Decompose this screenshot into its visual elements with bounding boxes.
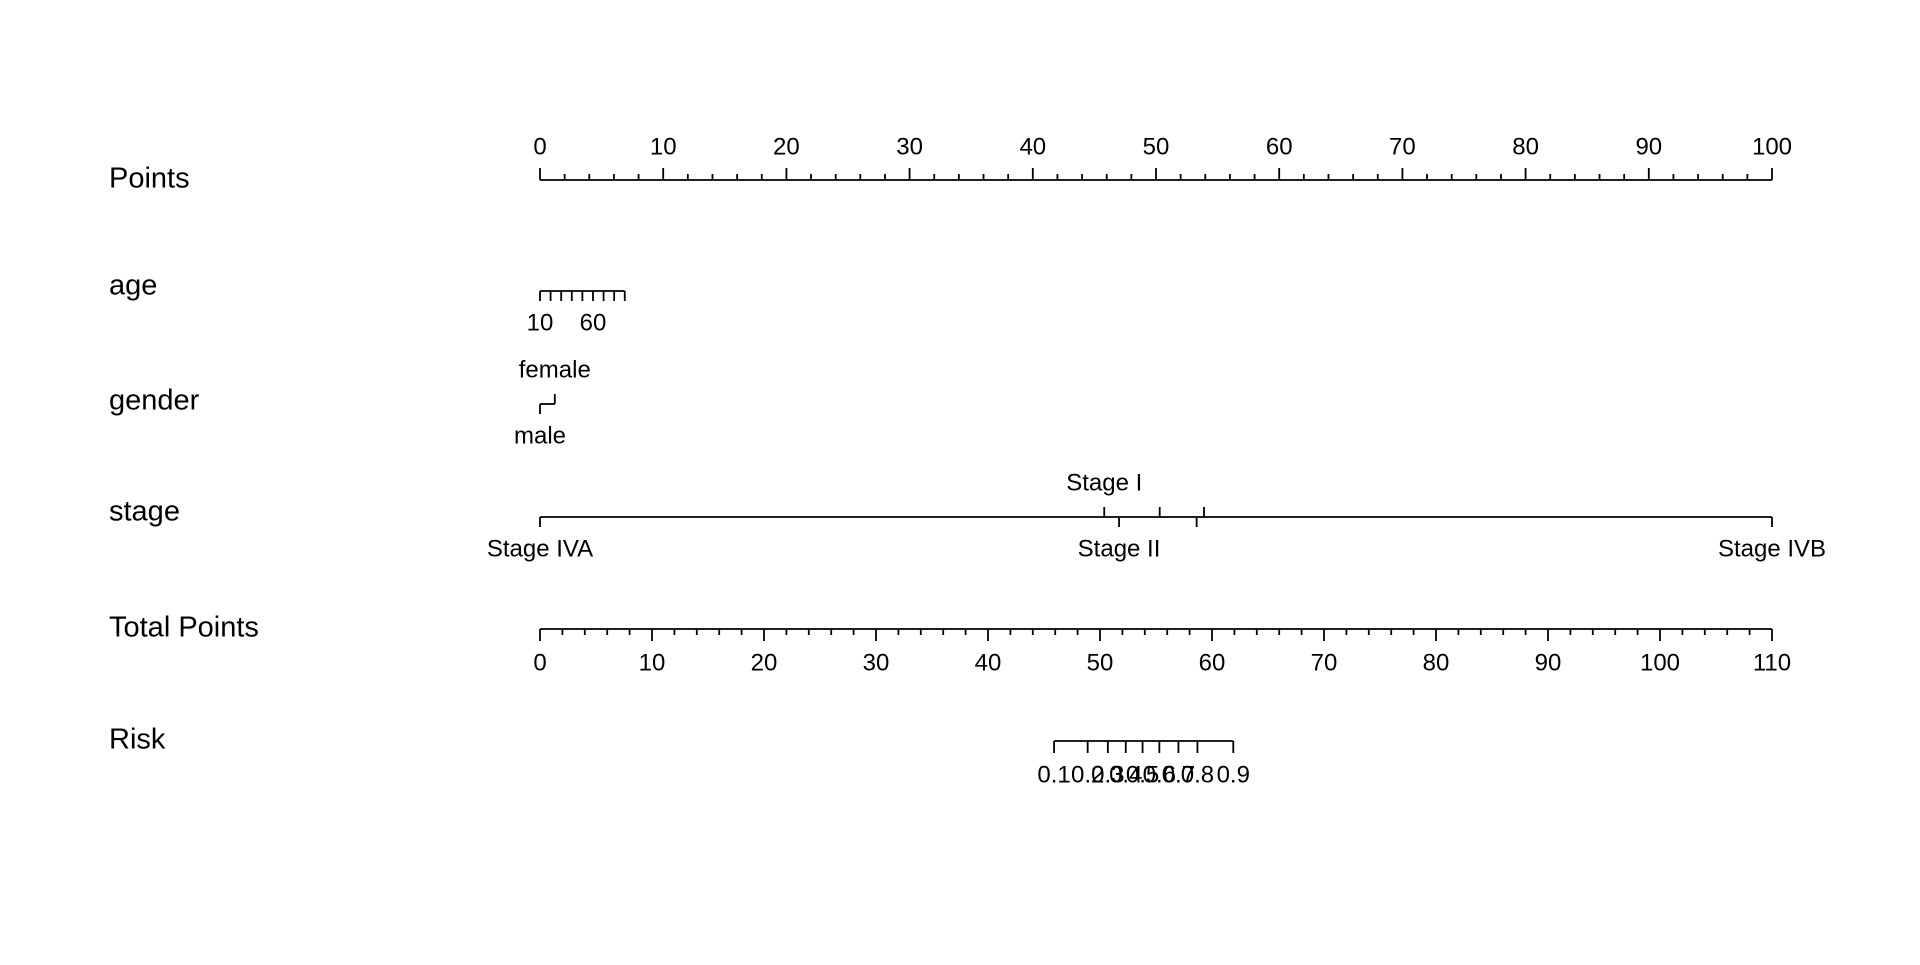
tick-label: 70 [1311, 649, 1338, 676]
tick-label: 100 [1752, 133, 1792, 160]
tick-label: 80 [1423, 649, 1450, 676]
tick-label: 30 [896, 133, 923, 160]
level-label: Stage I [1066, 469, 1142, 496]
row-label: Total Points [109, 612, 259, 644]
tick-label: 0.8 [1181, 761, 1214, 788]
tick-label: 90 [1535, 649, 1562, 676]
tick-label: 60 [1266, 133, 1293, 160]
level-label: male [514, 422, 566, 449]
row-label: age [109, 270, 157, 302]
tick-label: 90 [1635, 133, 1662, 160]
tick-label: 0.6 [1143, 761, 1176, 788]
row-label: Risk [109, 724, 166, 756]
tick-label: 0.2 [1071, 761, 1104, 788]
level-label: 60 [580, 309, 607, 336]
tick-label: 70 [1389, 133, 1416, 160]
tick-label: 40 [975, 649, 1002, 676]
level-label: Stage IVA [487, 535, 593, 562]
level-label: female [519, 356, 591, 383]
level-label: Stage IVB [1718, 535, 1826, 562]
row-label: gender [109, 385, 200, 417]
tick-label: 0.5 [1126, 761, 1159, 788]
tick-label: 10 [650, 133, 677, 160]
tick-label: 10 [639, 649, 666, 676]
tick-label: 0.9 [1217, 761, 1250, 788]
tick-label: 50 [1087, 649, 1114, 676]
tick-label: 50 [1143, 133, 1170, 160]
tick-label: 100 [1640, 649, 1680, 676]
level-label: Stage II [1078, 535, 1161, 562]
tick-label: 60 [1199, 649, 1226, 676]
tick-label: 0 [533, 649, 546, 676]
tick-label: 0.1 [1037, 761, 1070, 788]
tick-label: 20 [773, 133, 800, 160]
tick-label: 0.3 [1091, 761, 1124, 788]
tick-label: 0.4 [1109, 761, 1142, 788]
tick-label: 40 [1019, 133, 1046, 160]
tick-label: 110 [1753, 649, 1791, 676]
row-label: stage [109, 496, 180, 528]
row-label: Points [109, 163, 190, 195]
tick-label: 0 [533, 133, 546, 160]
tick-label: 20 [751, 649, 778, 676]
tick-label: 0.7 [1162, 761, 1195, 788]
tick-label: 30 [863, 649, 890, 676]
tick-label: 80 [1512, 133, 1539, 160]
level-label: 10 [527, 309, 554, 336]
